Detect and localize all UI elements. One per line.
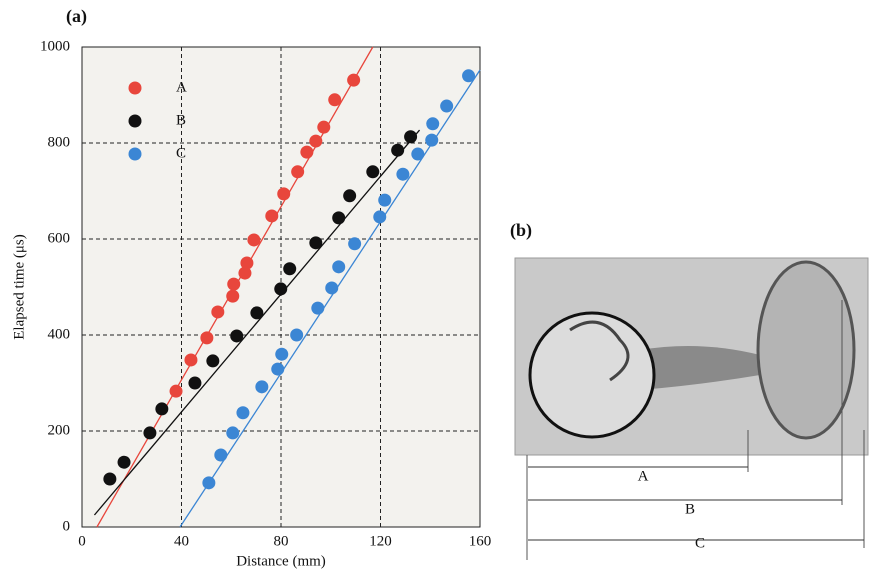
data-point [291, 165, 304, 178]
data-point [277, 187, 290, 200]
data-point [271, 363, 284, 376]
data-point [317, 121, 330, 134]
data-point [155, 402, 168, 415]
data-point [348, 237, 361, 250]
data-point [343, 189, 356, 202]
data-point [462, 69, 475, 82]
x-tick-label: 40 [174, 533, 189, 549]
y-axis-label: Elapsed time (μs) [11, 234, 27, 340]
y-tick-label: 400 [48, 326, 71, 342]
data-point [118, 456, 131, 469]
y-tick-label: 1000 [40, 38, 70, 54]
y-tick-label: 0 [63, 518, 71, 534]
data-point [426, 117, 439, 130]
data-point [325, 281, 338, 294]
legend-label: A [176, 79, 187, 95]
data-point [328, 93, 341, 106]
data-point [247, 233, 260, 246]
data-point [200, 331, 213, 344]
dimension-label: A [638, 468, 649, 484]
data-point [240, 257, 253, 270]
data-point [309, 236, 322, 249]
data-point [227, 278, 240, 291]
data-point [440, 100, 453, 113]
data-point [425, 134, 438, 147]
data-point [226, 426, 239, 439]
panel-label: (a) [66, 6, 87, 27]
data-point [226, 290, 239, 303]
data-point [391, 144, 404, 157]
data-point [332, 260, 345, 273]
data-point [332, 211, 345, 224]
data-point [396, 168, 409, 181]
data-point [170, 385, 183, 398]
data-point [290, 329, 303, 342]
y-tick-label: 200 [48, 422, 71, 438]
legend-marker [129, 148, 142, 161]
y-tick-label: 600 [48, 230, 71, 246]
data-point [274, 282, 287, 295]
data-point [366, 165, 379, 178]
data-point [378, 194, 391, 207]
data-point [309, 135, 322, 148]
legend-marker [129, 82, 142, 95]
data-point [184, 353, 197, 366]
dimension-label: B [685, 501, 695, 517]
legend-marker [129, 115, 142, 128]
data-point [143, 426, 156, 439]
x-axis-label: Distance (mm) [236, 553, 326, 569]
x-tick-label: 120 [369, 533, 392, 549]
x-tick-label: 160 [469, 533, 492, 549]
dimension-label: C [695, 535, 705, 551]
legend-label: C [176, 145, 186, 161]
data-point [230, 329, 243, 342]
y-tick-label: 800 [48, 134, 71, 150]
data-point [311, 302, 324, 315]
data-point [250, 306, 263, 319]
data-point [236, 406, 249, 419]
legend-label: B [176, 112, 186, 128]
data-point [265, 209, 278, 222]
data-point [103, 473, 116, 486]
panel-label: (b) [510, 220, 532, 241]
data-point [206, 354, 219, 367]
data-point [373, 210, 386, 223]
data-point [300, 146, 313, 159]
data-point [283, 262, 296, 275]
figure: (a) Distance (mm) Elapsed time (μs) (b) … [0, 0, 869, 571]
data-point [188, 377, 201, 390]
data-point [255, 380, 268, 393]
x-tick-label: 0 [78, 533, 86, 549]
data-point [404, 130, 417, 143]
data-point [202, 476, 215, 489]
data-point [211, 305, 224, 318]
x-tick-label: 80 [274, 533, 289, 549]
data-point [275, 348, 288, 361]
data-point [347, 74, 360, 87]
data-point [214, 449, 227, 462]
data-point [411, 148, 424, 161]
